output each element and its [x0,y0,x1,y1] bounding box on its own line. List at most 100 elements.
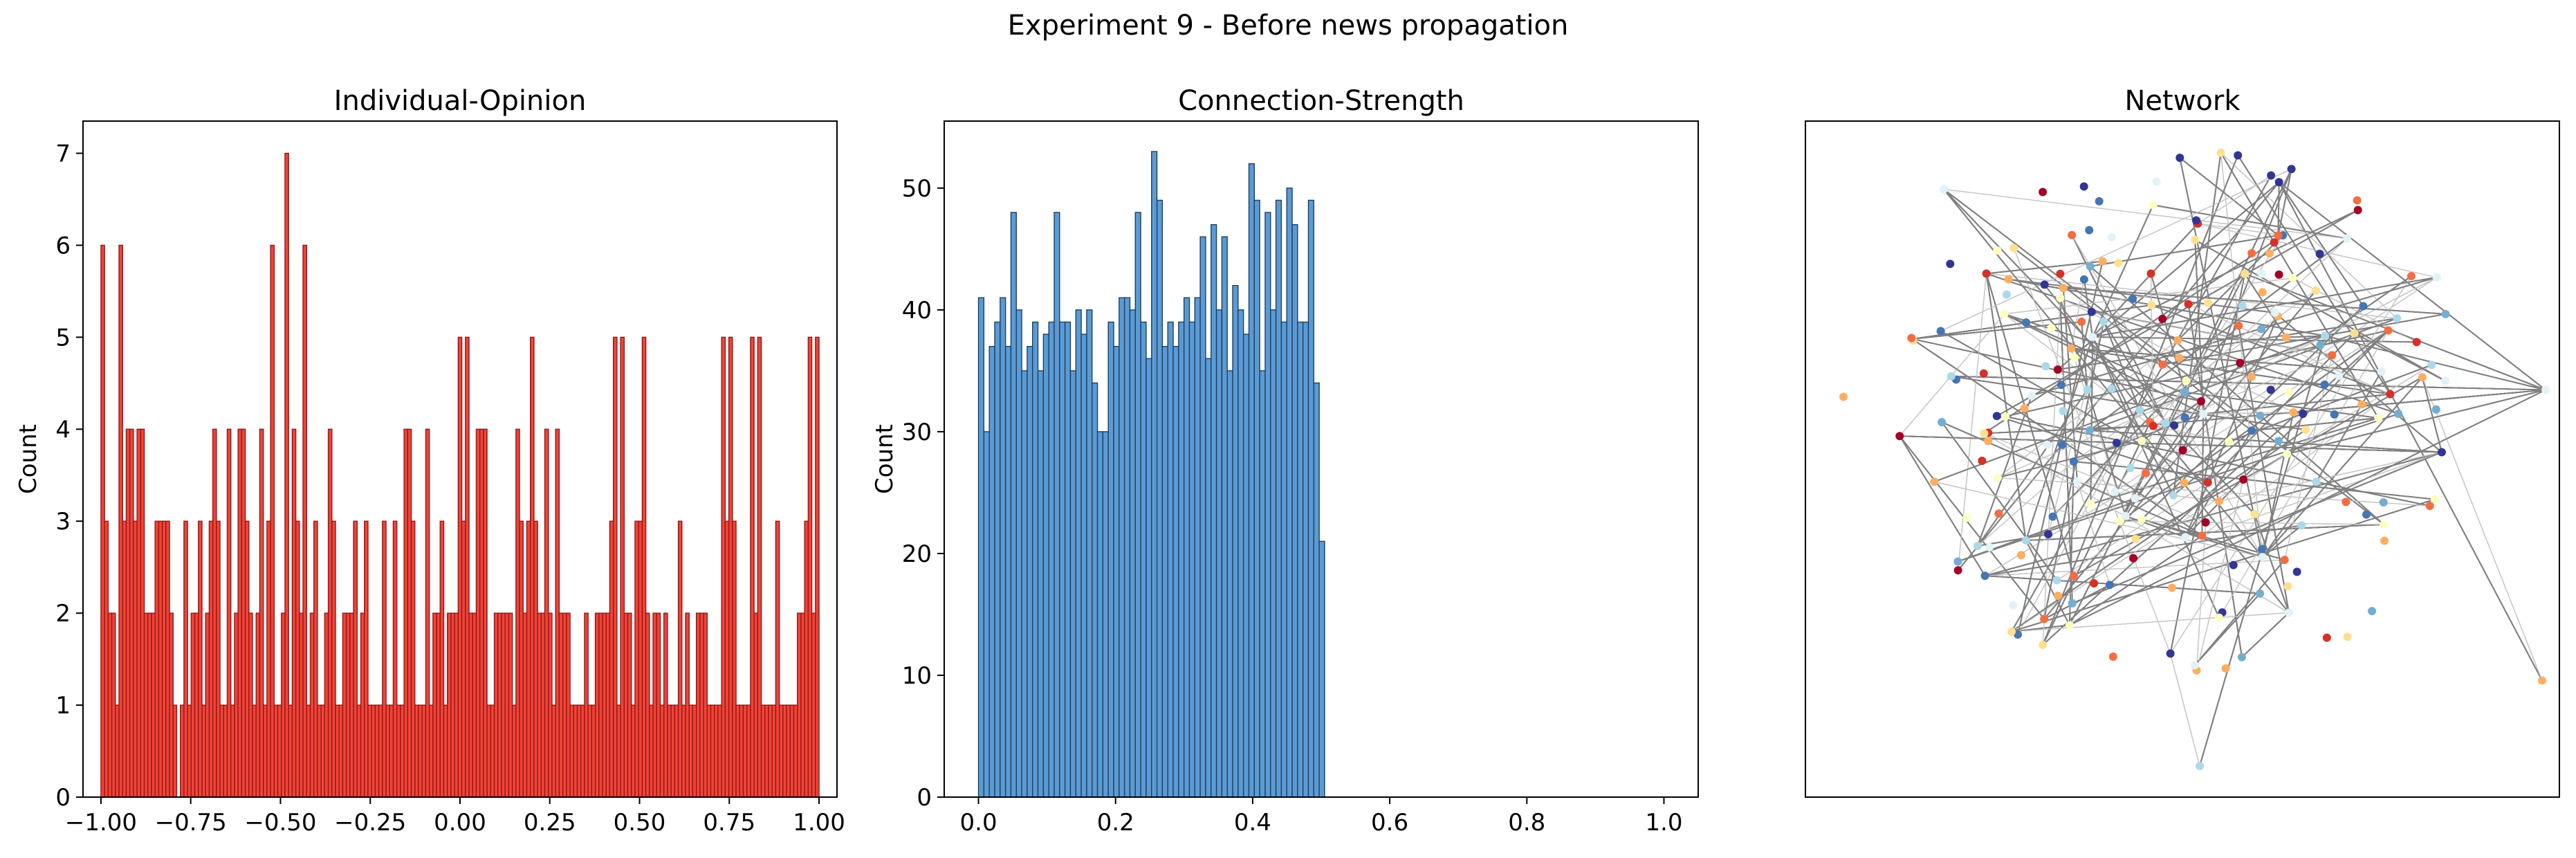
histogram-bar [154,520,160,798]
network-node [1982,269,1991,278]
network-node [1980,429,1989,438]
histogram-bar [1037,370,1045,798]
histogram-bar [111,612,116,798]
histogram-bar [284,152,289,798]
histogram-bar [183,520,188,798]
histogram-bar [472,612,477,798]
histogram-bar [602,612,607,798]
network-node [2343,632,2352,641]
histogram-bar [1221,236,1228,798]
network-node [2048,512,2057,521]
y-tick-label: 0 [917,784,932,812]
histogram-bar [1010,212,1017,798]
network-node [2247,426,2256,435]
network-node [2342,498,2350,506]
network-edge [1958,413,2399,563]
histogram-bar [613,336,618,798]
network-node [2267,171,2276,180]
network-edge [1985,273,2027,541]
network-node [2258,288,2267,297]
histogram-bar [797,612,802,798]
network-node [2079,182,2088,191]
histogram-bar [107,612,113,798]
network-node [1962,513,1971,522]
histogram-bar [317,704,322,798]
histogram-bar [356,704,362,798]
network-node [2000,309,2009,318]
histogram-bar [522,612,528,798]
network-node [2191,235,2200,244]
network-edge [1941,421,2058,581]
network-node [2167,583,2176,592]
network-node [2418,373,2427,382]
histogram-bar [1302,321,1309,798]
histogram-bar [573,704,578,798]
histogram-bar [569,704,575,798]
network-edge [2052,421,2151,518]
histogram-bar [486,704,492,798]
network-node [2126,464,2135,473]
histogram-bar [1232,284,1239,798]
network-edge [2059,298,2073,603]
network-node [2256,589,2265,598]
histogram-bar [418,704,423,798]
network-edge [2315,371,2382,482]
histogram-bar [194,612,199,798]
network-node [2281,333,2290,342]
histogram-bar [122,520,127,798]
network-node [2250,510,2259,519]
network-node [2090,579,2099,588]
network-edge [2279,181,2546,391]
network-edge [2286,389,2546,455]
histogram-bar [226,428,232,798]
network-edge [2092,223,2198,338]
network-node [2182,376,2191,385]
histogram-bar [977,297,985,798]
histogram-bar [753,612,759,798]
network-node [2201,518,2210,527]
histogram-bar [335,704,340,798]
y-tick-label: 5 [55,324,71,352]
network-node [2004,275,2013,284]
network-node [2274,231,2283,240]
network-node [2141,468,2150,477]
histogram-bar [400,704,405,798]
network-node [2328,351,2337,360]
network-node [2180,387,2189,396]
network-edge [2072,451,2442,604]
histogram-bar [378,704,383,798]
histogram-bar [349,612,354,798]
network-edge [2277,182,2280,236]
network-edge [2043,321,2105,619]
histogram-bar [407,428,412,798]
network-edge [1957,181,2280,571]
network-edge [1984,425,2153,435]
histogram-bar [667,704,672,798]
histogram-bar [1286,188,1293,798]
histogram-bar [158,520,163,798]
network-node [2069,572,2078,581]
histogram-bar [1167,321,1174,798]
histogram-bar [1059,321,1066,798]
network-node [1985,542,1994,551]
network-edge [2196,479,2244,671]
histogram-bar [1075,309,1082,798]
network-edge [2048,321,2104,535]
network-node [2199,410,2208,419]
network-node [2058,440,2067,449]
histogram-bar [786,704,791,798]
network-node [2021,536,2030,545]
network-node [2239,475,2248,484]
histogram-panel-2: Connection-Strength Count 0.0 0.2 0.4 0.6 0.8 1… [871,85,1699,837]
network-node [2431,405,2440,414]
histogram-bar [537,612,542,798]
histogram-bar [1194,297,1201,798]
histogram-bar [252,704,257,798]
network-edge [2013,247,2252,432]
histogram-bar [421,704,427,798]
histogram-bar [638,520,643,798]
histogram-bar [295,520,300,798]
histogram-bar [1270,309,1277,798]
network-edge [1977,389,2088,547]
histogram-bar [385,704,390,798]
